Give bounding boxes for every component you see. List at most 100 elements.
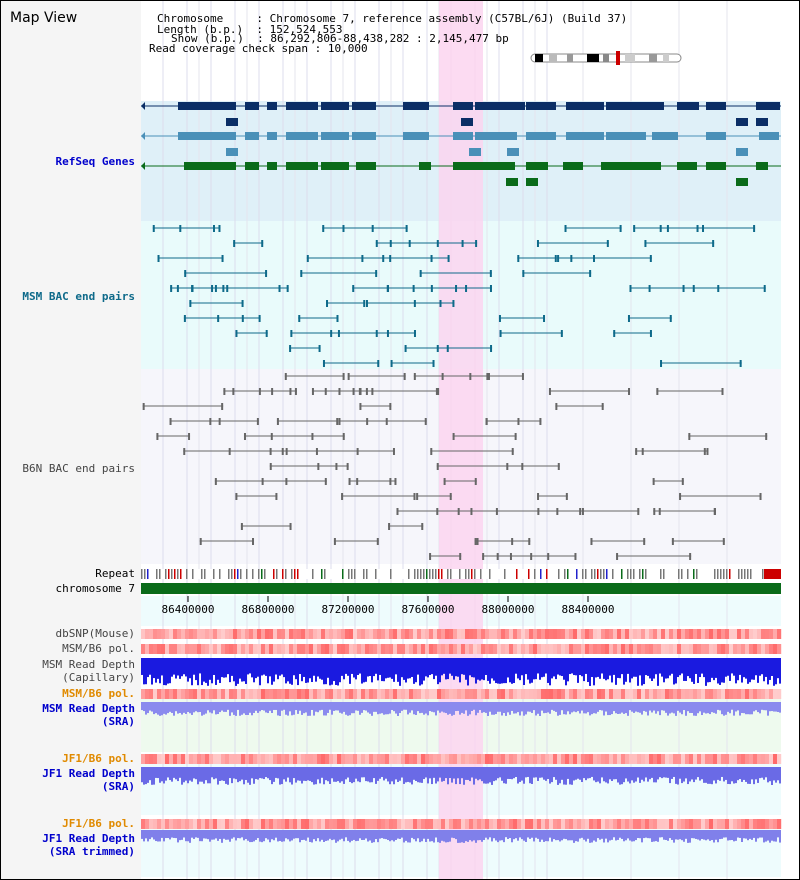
repeat-element <box>762 569 764 579</box>
jf1-depth-sra-bar <box>691 767 693 780</box>
jf1-b6-pol-trim-cell <box>393 819 398 829</box>
msm-depth-capillary-bar <box>397 658 399 682</box>
msm-b6-pol-cell <box>421 644 426 654</box>
msm-b6-pol-sra-cell <box>633 689 638 699</box>
jf1-b6-pol-trim-cell <box>581 819 586 829</box>
msm-bac-end <box>543 315 546 322</box>
repeat-element <box>366 569 368 579</box>
jf1-b6-pol-cell <box>545 754 550 764</box>
jf1-depth-trim-bar <box>497 830 499 843</box>
b6n-bac-end <box>765 433 768 440</box>
msm-depth-capillary-bar <box>567 658 569 682</box>
msm-b6-pol-cell <box>601 644 606 654</box>
msm-depth-capillary-bar <box>403 658 405 680</box>
jf1-b6-pol-trim-cell <box>621 819 626 829</box>
jf1-depth-sra-bar <box>359 767 361 783</box>
msm-b6-pol-sra-cell <box>373 689 378 699</box>
msm-depth-capillary-bar <box>319 658 321 679</box>
msm-depth-sra-bar <box>255 702 257 711</box>
jf1-b6-pol-cell <box>393 754 398 764</box>
msm-depth-sra-bar <box>419 702 421 714</box>
msm-b6-pol-cell <box>617 644 622 654</box>
msm-depth-sra-bar <box>487 702 489 716</box>
jf1-b6-pol-trim-cell <box>381 819 386 829</box>
dbsnp-cell <box>769 629 774 639</box>
jf1-depth-trim-bar <box>327 830 329 841</box>
jf1-depth-sra-bar <box>779 767 781 784</box>
msm-b6-pol-cell <box>293 644 298 654</box>
jf1-depth-trim-bar <box>449 830 451 842</box>
msm-b6-pol-cell <box>697 644 702 654</box>
msm-depth-sra-bar <box>153 702 155 715</box>
msm-depth-capillary-bar <box>675 658 677 684</box>
msm-depth-sra-bar <box>213 702 215 711</box>
jf1-b6-pol-cell <box>709 754 714 764</box>
msm-depth-sra-bar <box>655 702 657 714</box>
jf1-b6-pol-cell <box>237 754 242 764</box>
jf1-depth-sra-bar <box>573 767 575 781</box>
msm-depth-capillary-bar <box>619 658 621 679</box>
jf1-b6-pol-cell <box>145 754 150 764</box>
msm-bac-end <box>241 300 244 307</box>
repeat-element <box>585 569 587 579</box>
msm-depth-capillary-bar <box>159 658 161 684</box>
jf1-b6-pol-cell <box>509 754 514 764</box>
msm-b6-pol-sra-cell <box>609 689 614 699</box>
jf1-depth-trim-bar <box>471 830 473 842</box>
jf1-depth-trim-bar <box>439 830 441 843</box>
msm-depth-sra-bar <box>473 702 475 710</box>
jf1-depth-trim-bar <box>779 830 781 843</box>
msm-depth-capillary-bar <box>623 658 625 685</box>
msm-b6-pol-sra-cell <box>625 689 630 699</box>
jf1-b6-pol-trim-cell <box>561 819 566 829</box>
msm-b6-pol-sra-cell <box>401 689 406 699</box>
msm-b6-pol-sra-cell <box>769 689 774 699</box>
msm-depth-capillary-bar <box>647 658 649 676</box>
msm-depth-capillary-bar <box>469 658 471 676</box>
dbsnp-cell <box>469 629 474 639</box>
jf1-depth-trim-bar <box>165 830 167 839</box>
msm-b6-pol-cell <box>533 644 538 654</box>
dbsnp-cell <box>421 629 426 639</box>
msm-depth-sra-bar <box>619 702 621 714</box>
msm-depth-capillary-bar <box>755 658 757 676</box>
jf1-b6-pol-cell <box>221 754 226 764</box>
msm-depth-capillary-bar <box>157 658 159 679</box>
jf1-b6-pol-cell <box>301 754 306 764</box>
jf1-depth-trim-bar <box>707 830 709 840</box>
msm-depth-capillary-bar <box>699 658 701 678</box>
b6n-bac-end <box>142 403 145 410</box>
b6n-bac-end <box>324 388 327 395</box>
jf1-b6-pol-cell <box>461 754 466 764</box>
jf1-depth-trim-bar <box>459 830 461 843</box>
jf1-depth-trim-bar <box>197 830 199 838</box>
msm-bac-end <box>265 270 268 277</box>
jf1-b6-pol-cell <box>593 754 598 764</box>
msm-depth-sra-bar <box>341 702 343 714</box>
msm-depth-sra-bar <box>151 702 153 712</box>
msm-depth-capillary-bar <box>177 658 179 676</box>
repeat-element <box>465 569 467 579</box>
jf1-depth-sra-bar <box>267 767 269 779</box>
b6n-bac-end <box>240 523 243 530</box>
jf1-depth-sra-bar <box>627 767 629 782</box>
b6n-bac-end <box>388 523 391 530</box>
msm-depth-capillary-bar <box>611 658 613 683</box>
msm-depth-sra-bar <box>145 702 147 715</box>
dbsnp-cell <box>529 629 534 639</box>
msm-bac-end <box>627 315 630 322</box>
msm-depth-capillary-bar <box>351 658 353 674</box>
jf1-depth-trim-bar <box>255 830 257 840</box>
jf1-b6-pol-cell <box>213 754 218 764</box>
dbsnp-cell <box>337 629 342 639</box>
msm-bac-end <box>342 225 345 232</box>
msm-b6-pol-cell <box>477 644 482 654</box>
jf1-b6-pol-cell <box>289 754 294 764</box>
jf1-depth-sra-bar <box>151 767 153 785</box>
msm-b6-pol-sra-cell <box>197 689 202 699</box>
jf1-depth-trim-bar <box>753 830 755 838</box>
msm-b6-pol-sra-cell <box>545 689 550 699</box>
msm-depth-capillary-bar <box>695 658 697 674</box>
msm-depth-sra-bar <box>289 702 291 712</box>
